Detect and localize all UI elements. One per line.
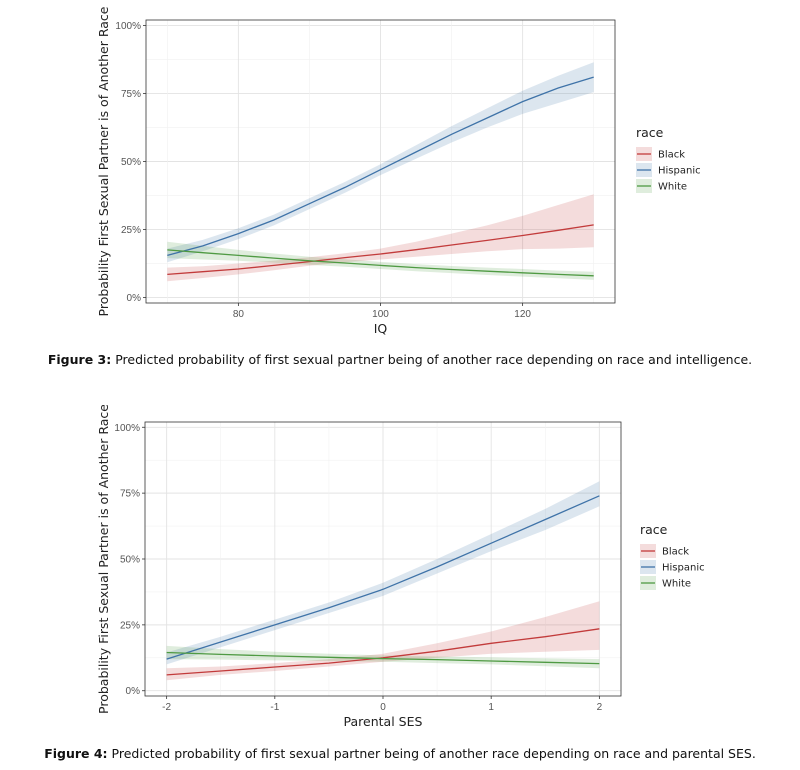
fig3-y-tick-label: 100% xyxy=(115,21,141,32)
fig4-y-axis-title: Probability First Sexual Partner is of A… xyxy=(96,405,111,714)
fig3-y-tick-label: 50% xyxy=(121,157,141,168)
fig3-legend-label-hispanic: Hispanic xyxy=(658,166,701,177)
fig3-ribbon-hispanic xyxy=(167,62,594,263)
fig3-line-hispanic xyxy=(167,76,594,257)
fig4-line-white xyxy=(166,651,600,665)
fig3-y-tick-label: 75% xyxy=(121,89,141,100)
fig4-x-tick-label: -2 xyxy=(162,702,171,713)
figure-3-caption-text: Predicted probability of first sexual pa… xyxy=(115,352,753,367)
fig4-legend-label-white: White xyxy=(662,579,691,590)
figure-3-caption: Figure 3: Predicted probability of first… xyxy=(0,352,800,367)
figure-4-caption-text: Predicted probability of first sexual pa… xyxy=(111,746,756,761)
fig4-line-black xyxy=(166,628,600,676)
fig4-y-tick-label: 75% xyxy=(120,489,140,500)
fig3-x-tick-label: 100 xyxy=(372,309,389,320)
fig3-legend-title: race xyxy=(636,125,664,140)
fig3-y-tick-label: 25% xyxy=(121,225,141,236)
fig4-line-hispanic xyxy=(166,495,600,660)
fig3-x-axis-title: IQ xyxy=(374,321,388,336)
fig4-x-tick-label: 1 xyxy=(488,702,494,713)
fig4-legend-label-hispanic: Hispanic xyxy=(662,563,705,574)
fig3-line-white xyxy=(167,249,594,277)
fig4-x-axis-title: Parental SES xyxy=(344,714,423,729)
fig3-line-black xyxy=(167,224,594,276)
fig4-x-tick-label: 0 xyxy=(380,702,386,713)
fig4-y-tick-label: 25% xyxy=(120,620,140,631)
fig3-legend-label-black: Black xyxy=(658,150,685,161)
fig4-ribbon-white xyxy=(166,645,600,669)
fig4-y-tick-label: 0% xyxy=(126,686,141,697)
fig3-legend-label-white: White xyxy=(658,182,687,193)
fig3-ribbon-white xyxy=(167,241,594,280)
figure-4-chart: 0% 25% 50% 75% 100% -2 -1 0 1 2 Parental SES Probab… xyxy=(96,405,705,729)
fig4-x-tick-label: 2 xyxy=(597,702,603,713)
fig4-y-tick-label: 100% xyxy=(114,423,140,434)
figure-4-caption-label: Figure 4: xyxy=(44,746,108,761)
fig4-legend-title: race xyxy=(640,522,668,537)
figure-3-chart: 0% 25% 50% 75% 100% 80 100 120 IQ Probability Fir… xyxy=(96,6,701,336)
fig4-x-tick-label: -1 xyxy=(270,702,279,713)
fig4-legend-label-black: Black xyxy=(662,547,689,558)
fig3-y-axis-title: Probability First Sexual Partner is of A… xyxy=(96,6,111,316)
fig4-y-tick-label: 50% xyxy=(120,555,140,566)
figure-3-caption-label: Figure 3: xyxy=(47,352,112,367)
figure-4-caption: Figure 4: Predicted probability of first… xyxy=(0,746,800,761)
fig3-y-tick-label: 0% xyxy=(127,293,142,304)
fig3-x-tick-label: 80 xyxy=(233,309,245,320)
fig3-x-tick-label: 120 xyxy=(514,309,531,320)
